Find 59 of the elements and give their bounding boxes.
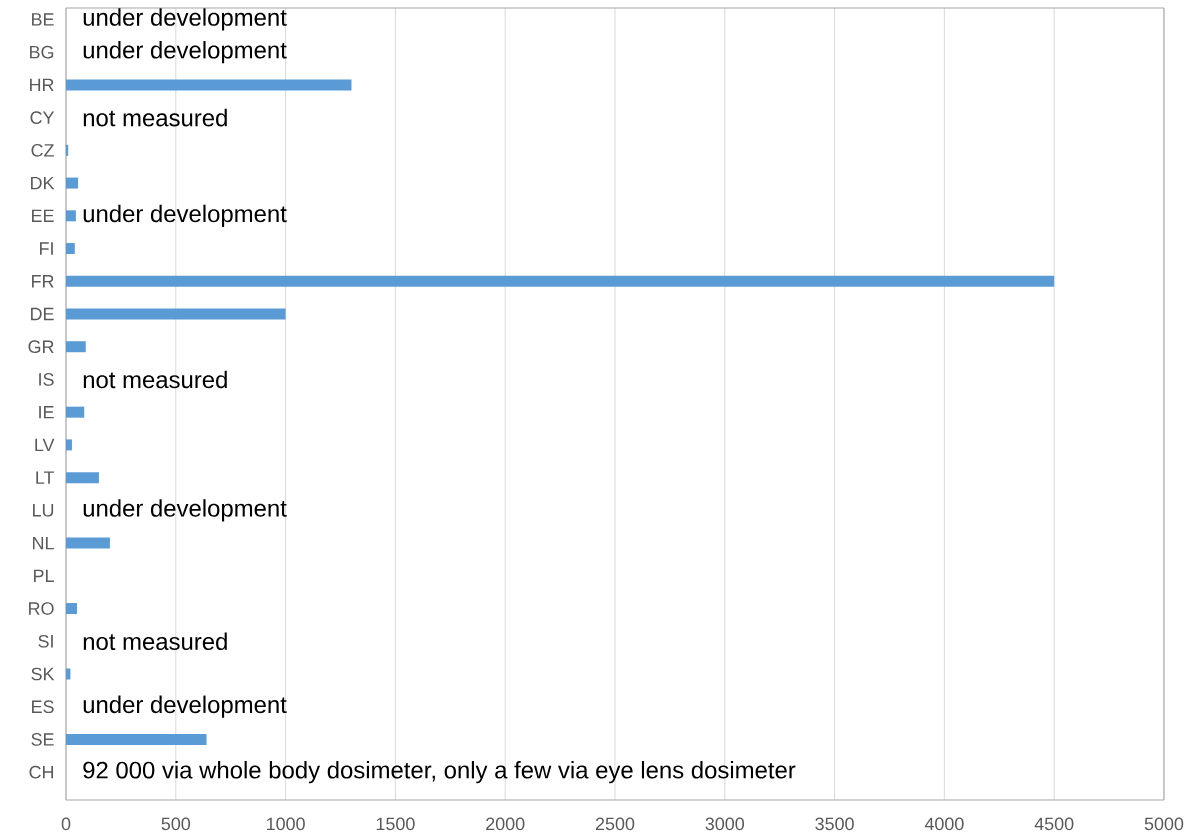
bar	[66, 406, 85, 418]
y-tick-label: ES	[32, 700, 54, 714]
annotation: under development	[83, 41, 287, 64]
y-tick-label: RO	[29, 602, 54, 615]
x-tick-label: 1500	[376, 817, 415, 831]
annotation: under development	[83, 8, 287, 31]
y-tick-label: FI	[40, 242, 53, 255]
bar	[66, 603, 77, 615]
y-tick-label: SI	[38, 634, 53, 648]
y-tick-label: DE	[31, 307, 54, 321]
annotation: under development	[83, 204, 287, 227]
bar	[66, 275, 1055, 287]
bar	[66, 243, 75, 255]
y-tick-label: IE	[39, 406, 54, 419]
y-tick-label: SE	[31, 733, 54, 746]
y-tick-label: SK	[31, 667, 55, 681]
bar	[66, 177, 79, 189]
x-tick-label: 2500	[595, 817, 635, 831]
bar	[66, 439, 72, 451]
bar	[66, 537, 110, 549]
x-tick-label: 4500	[1034, 817, 1074, 831]
annotation: under development	[83, 499, 287, 522]
y-tick-label: NL	[33, 536, 54, 550]
y-tick-label: IS	[39, 373, 54, 386]
bar	[66, 79, 352, 91]
bar	[66, 472, 99, 484]
bar	[66, 668, 71, 680]
y-tick-label: HR	[30, 78, 54, 92]
y-tick-label: PL	[34, 569, 54, 582]
y-tick-label: LV	[35, 438, 55, 452]
x-tick-label: 0	[61, 817, 71, 831]
y-tick-label: CZ	[31, 144, 54, 157]
annotation: not measured	[83, 370, 227, 389]
y-tick-label: BE	[32, 13, 54, 26]
x-tick-label: 5000	[1144, 817, 1184, 831]
x-tick-label: 1000	[267, 817, 305, 831]
x-tick-label: 500	[161, 817, 191, 831]
y-tick-label: CY	[30, 111, 55, 124]
bar	[66, 144, 69, 156]
y-tick-label: FR	[32, 275, 54, 288]
y-tick-label: EE	[32, 209, 54, 222]
x-tick-label: 4000	[924, 817, 964, 831]
y-tick-label: BG	[30, 45, 54, 59]
annotation: 92 000 via whole body dosimeter, only a few via eye lens dosimeter	[83, 761, 796, 784]
annotation: not measured	[83, 632, 227, 651]
y-tick-label: CH	[29, 765, 54, 779]
x-tick-label: 3000	[705, 817, 745, 831]
y-tick-label: DK	[31, 176, 55, 190]
annotation: not measured	[83, 108, 227, 127]
x-tick-label: 2000	[486, 817, 525, 831]
bar	[66, 733, 207, 745]
bar	[66, 308, 286, 320]
bar	[66, 210, 76, 222]
y-tick-label: GR	[28, 340, 54, 354]
y-tick-label: LT	[36, 471, 55, 484]
bar	[66, 341, 86, 353]
annotation: under development	[83, 695, 287, 718]
x-tick-label: 3500	[815, 817, 854, 831]
y-tick-label: LU	[33, 504, 54, 517]
